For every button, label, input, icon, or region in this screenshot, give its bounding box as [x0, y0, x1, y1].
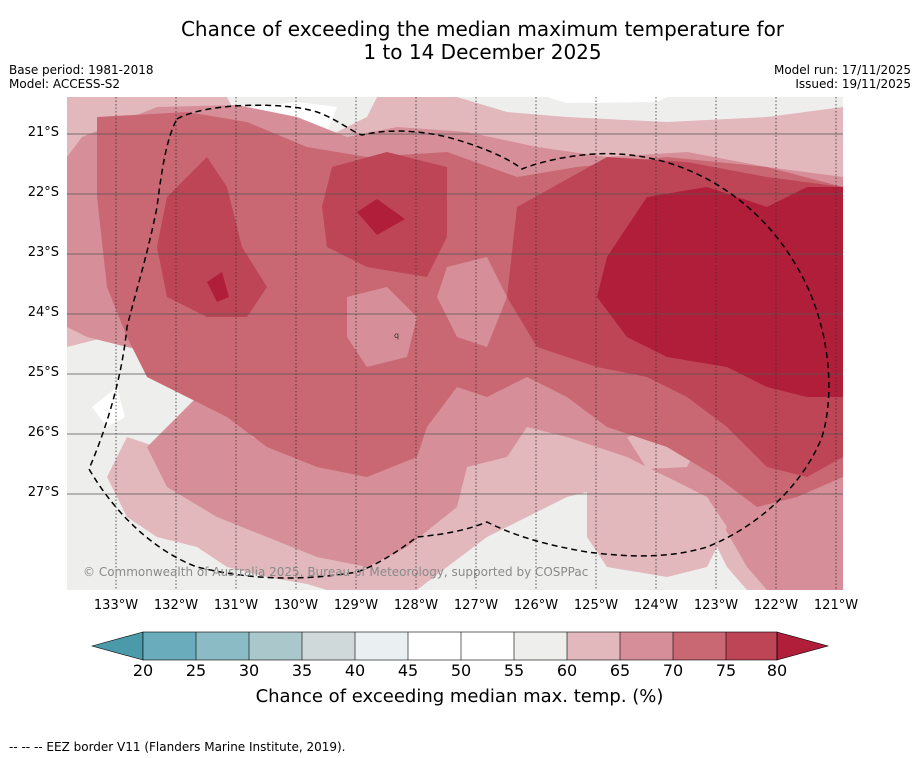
band-55-60-west: [67, 337, 327, 590]
colorbar-above-80: [776, 631, 830, 661]
lat-label-26s: 26°S: [27, 425, 59, 440]
colorbar: [90, 631, 830, 661]
band-above-80-center: [357, 199, 405, 235]
base-period: Base period: 1981-2018: [9, 63, 154, 77]
colorbar-tick-70: 70: [662, 661, 684, 680]
lon-label-127w: 127°W: [453, 598, 499, 613]
lon-label-122w: 122°W: [753, 598, 799, 613]
colorbar-45-50: [408, 632, 461, 660]
meta-left: Base period: 1981-2018 Model: ACCESS-S2: [9, 63, 154, 91]
lon-label-129w: 129°W: [333, 598, 379, 613]
colorbar-20-25: [143, 632, 196, 660]
band-above-80-west: [207, 272, 229, 302]
map-title: Chance of exceeding the median maximum t…: [0, 18, 919, 64]
colorbar-frame: [142, 631, 778, 661]
colorbar-tick-65: 65: [609, 661, 631, 680]
colorbar-tick-75: 75: [715, 661, 737, 680]
colorbar-40-45: [355, 632, 408, 660]
band-70-75-pocket: [437, 257, 507, 347]
band-55-60-northeast: [457, 97, 843, 122]
lat-label-24s: 24°S: [27, 305, 59, 320]
lat-label-21s: 21°S: [27, 125, 59, 140]
lat-label-27s: 27°S: [27, 485, 59, 500]
colorbar-tick-20: 20: [132, 661, 154, 680]
colorbar-25-30: [196, 632, 249, 660]
colorbar-tick-45: 45: [397, 661, 419, 680]
colorbar-tick-80: 80: [766, 661, 788, 680]
band-50-55-ne: [547, 97, 667, 103]
colorbar-label: Chance of exceeding median max. temp. (%…: [255, 686, 664, 707]
colorbar-tick-25: 25: [185, 661, 207, 680]
lon-label-130w: 130°W: [273, 598, 319, 613]
lat-label-25s: 25°S: [27, 365, 59, 380]
meta-right: Model run: 17/11/2025 Issued: 19/11/2025: [774, 63, 911, 91]
lon-label-124w: 124°W: [633, 598, 679, 613]
band-above-80-east: [597, 187, 843, 397]
lon-label-131w: 131°W: [213, 598, 259, 613]
colorbar-70-75: [673, 632, 726, 660]
colorbar-tick-40: 40: [344, 661, 366, 680]
colorbar-55-60: [514, 632, 567, 660]
copyright-notice: © Commonwealth of Australia 2025, Bureau…: [83, 565, 589, 579]
lon-label-133w: 133°W: [93, 598, 139, 613]
colorbar-35-40: [302, 632, 355, 660]
colorbar-75-80: [726, 632, 777, 660]
lon-label-132w: 132°W: [153, 598, 199, 613]
lat-label-23s: 23°S: [27, 245, 59, 260]
colorbar-tick-30: 30: [238, 661, 260, 680]
lon-label-123w: 123°W: [693, 598, 739, 613]
eez-footnote: -- -- -- EEZ border V11 (Flanders Marine…: [9, 740, 346, 754]
colorbar-below-20: [90, 631, 144, 661]
band-70-75-south-pocket: [347, 287, 417, 367]
colorbar-50-55: [461, 632, 514, 660]
band-75-80-west: [157, 157, 267, 317]
map-panel: q © Commonwealth of Australia 2025, Bure…: [67, 97, 843, 590]
colorbar-tick-50: 50: [450, 661, 472, 680]
colorbar-65-70: [620, 632, 673, 660]
eez-border: [88, 104, 830, 579]
map-title-line1: Chance of exceeding the median maximum t…: [180, 17, 785, 41]
issued-date: Issued: 19/11/2025: [795, 77, 911, 91]
colorbar-dividers: [195, 632, 727, 660]
colorbar-tick-55: 55: [503, 661, 525, 680]
band-60-65-island-southeast: [587, 477, 727, 577]
model-name: Model: ACCESS-S2: [9, 77, 121, 91]
latitude-gridlines: [67, 133, 843, 495]
lon-label-128w: 128°W: [393, 598, 439, 613]
longitude-gridlines: [115, 97, 837, 590]
lon-label-126w: 126°W: [513, 598, 559, 613]
colorbar-30-35: [249, 632, 302, 660]
map-title-line2: 1 to 14 December 2025: [363, 40, 602, 64]
lon-label-121w: 121°W: [813, 598, 859, 613]
map-small-label: q: [394, 331, 399, 340]
band-50-55-west: [92, 387, 125, 427]
model-run: Model run: 17/11/2025: [773, 63, 911, 77]
contour-map: q: [67, 97, 843, 590]
lat-label-22s: 22°S: [27, 185, 59, 200]
colorbar-60-65: [567, 632, 620, 660]
lon-label-125w: 125°W: [573, 598, 619, 613]
colorbar-tick-35: 35: [291, 661, 313, 680]
colorbar-tick-60: 60: [556, 661, 578, 680]
